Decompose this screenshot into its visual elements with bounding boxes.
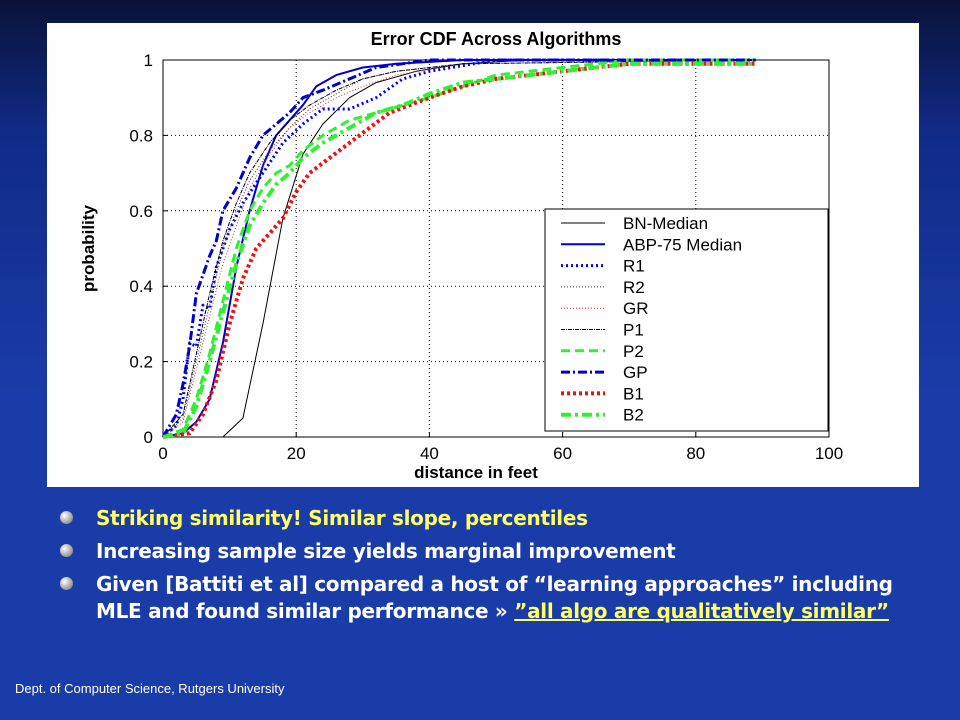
- bullet-icon: [60, 544, 73, 557]
- series-line-gp: [161, 58, 756, 438]
- bullet-item-1: Striking similarity! Similar slope, perc…: [58, 505, 918, 532]
- bullet-text-1: Striking similarity! Similar slope, perc…: [96, 506, 588, 530]
- highlighted-quote: ”all algo are qualitatively similar”: [514, 599, 889, 623]
- cdf-chart: 0 20 40 60 80 100 0 0.2 0.4 0.6 0.8 1 Error CDF Acro…: [79, 29, 843, 482]
- y-tick-label: 0: [144, 428, 153, 447]
- series-line-b1: [162, 61, 756, 439]
- x-tick-label: 0: [158, 444, 167, 463]
- legend-label-abp-75-median: ABP-75 Median: [623, 235, 742, 254]
- x-tick-label: 80: [686, 444, 705, 463]
- bullet-item-2: Increasing sample size yields marginal i…: [58, 538, 918, 565]
- legend-label-b2: B2: [623, 406, 644, 425]
- legend-label-r1: R1: [623, 257, 645, 276]
- legend-label-r2: R2: [623, 278, 645, 297]
- x-axis-label: distance in feet: [414, 463, 538, 482]
- x-tick-label: 100: [815, 444, 843, 463]
- series-line-p2: [162, 58, 756, 439]
- series-line-b2: [162, 61, 756, 439]
- legend-label-bn-median: BN-Median: [623, 214, 708, 233]
- bullet-icon: [60, 577, 73, 590]
- legend-label-p2: P2: [623, 342, 644, 361]
- legend-label-p1: P1: [623, 321, 644, 340]
- y-tick-label: 1: [144, 51, 153, 70]
- footer-text: Dept. of Computer Science, Rutgers Unive…: [15, 681, 285, 696]
- bullet-text-2: Increasing sample size yields marginal i…: [96, 539, 676, 563]
- y-tick-label: 0.8: [129, 126, 153, 145]
- y-axis-label: probability: [79, 205, 98, 292]
- y-tick-label: 0.6: [129, 202, 153, 221]
- legend-label-gr: GR: [623, 299, 649, 318]
- x-tick-label: 60: [553, 444, 572, 463]
- legend-label-gp: GP: [623, 363, 648, 382]
- bullet-item-3: Given [Battiti et al] compared a host of…: [58, 571, 918, 625]
- y-tick-label: 0.2: [129, 353, 153, 372]
- bullet-list: Striking similarity! Similar slope, perc…: [58, 505, 918, 631]
- y-tick-label: 0.4: [129, 277, 153, 296]
- x-tick-label: 40: [420, 444, 439, 463]
- legend-label-b1: B1: [623, 384, 644, 403]
- bullet-icon: [60, 511, 73, 524]
- chart-panel: 0 20 40 60 80 100 0 0.2 0.4 0.6 0.8 1 Error CDF Acro…: [47, 23, 919, 487]
- chart-title: Error CDF Across Algorithms: [371, 29, 622, 49]
- bullet-text-3: Given [Battiti et al] compared a host of…: [96, 572, 893, 623]
- series-line-p1: [162, 59, 756, 438]
- x-tick-label: 20: [287, 444, 306, 463]
